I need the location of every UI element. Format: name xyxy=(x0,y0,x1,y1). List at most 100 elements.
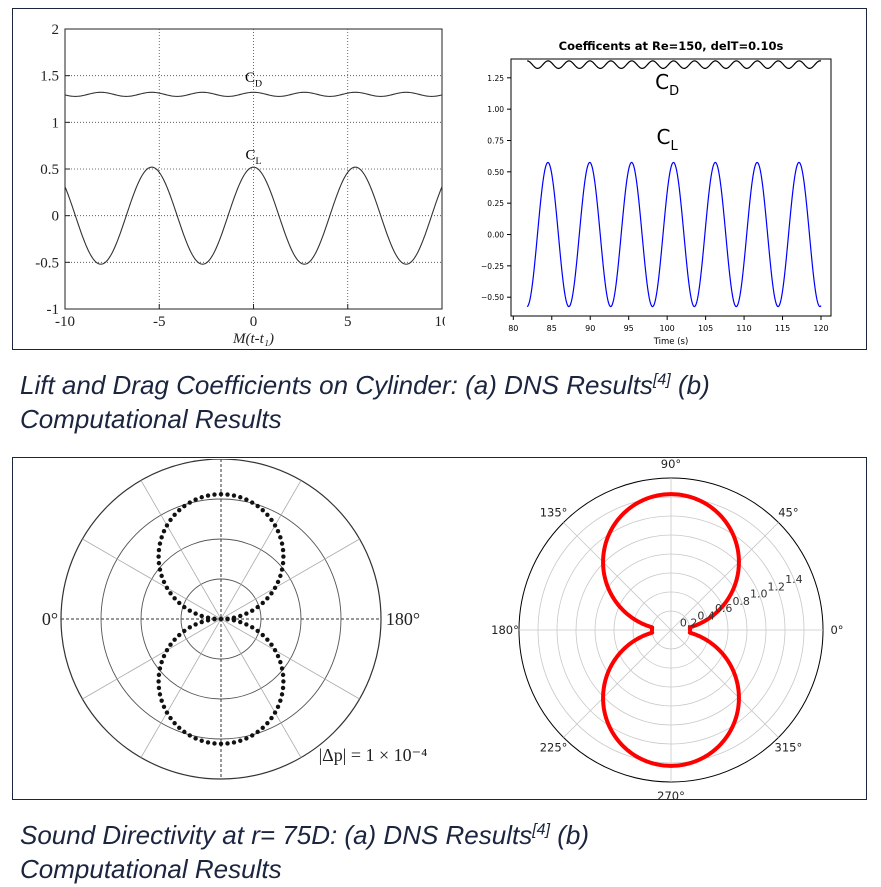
data-point xyxy=(265,512,270,518)
data-point xyxy=(218,492,224,497)
dns-directivity-chart: 0° 180° |Δp| = 1 × 10⁻⁴ xyxy=(42,459,428,780)
y-tick-label: -1 xyxy=(47,302,60,318)
data-point xyxy=(275,529,281,534)
y-tick-label: 2 xyxy=(52,22,60,38)
data-point xyxy=(278,573,283,579)
x-tick-label: 110 xyxy=(736,324,751,333)
caption-forces-ref[interactable]: [4] xyxy=(652,371,671,389)
data-point xyxy=(279,541,285,546)
data-point xyxy=(205,740,211,745)
data-point xyxy=(177,725,182,730)
data-point xyxy=(172,596,177,601)
annotation-cl: CL xyxy=(657,125,679,154)
y-tick-label: 1.5 xyxy=(40,69,59,85)
computed-force-chart: Coefficents at Re=150, delT=0.10s 80 85 90 9… xyxy=(481,39,832,347)
data-point xyxy=(231,493,237,498)
data-point xyxy=(275,704,281,709)
data-point xyxy=(156,672,162,678)
data-point xyxy=(156,554,161,559)
y-tick-label: 0.75 xyxy=(487,136,504,145)
data-point xyxy=(157,666,163,671)
annotation-cd: CD xyxy=(245,70,262,90)
data-point xyxy=(205,493,211,498)
annotation-cl: CL xyxy=(246,148,262,168)
data-point xyxy=(199,613,204,619)
data-point xyxy=(164,710,170,715)
data-point xyxy=(172,637,177,642)
data-point xyxy=(172,512,177,518)
plot-area xyxy=(510,58,832,317)
data-point xyxy=(218,741,224,746)
data-point xyxy=(272,523,278,528)
data-point xyxy=(278,698,283,703)
data-point xyxy=(260,725,265,730)
data-point xyxy=(161,653,167,659)
data-point xyxy=(205,618,211,623)
radial-tick-label: 1.4 xyxy=(785,573,803,586)
data-point xyxy=(159,535,164,540)
y-tick-label: 0 xyxy=(52,209,60,225)
data-point xyxy=(231,740,237,745)
y-tick-label: 0.00 xyxy=(487,231,504,240)
angle-label-0: 0° xyxy=(42,609,58,629)
x-tick-label: 120 xyxy=(813,324,828,333)
y-tick-label: 0.5 xyxy=(40,162,59,178)
caption-directivity-line2: Computational Results xyxy=(20,854,282,884)
angle-label-225: 225° xyxy=(540,740,568,754)
figure-panel-forces: -10 -5 0 5 10 -1 -0.5 0 0.5 1 1.5 2 CD CL M(t-t₁) Coef… xyxy=(12,8,867,350)
data-point xyxy=(278,535,283,540)
series-line-cd xyxy=(64,91,443,97)
radial-tick-label: 1.0 xyxy=(750,588,768,601)
x-tick-label: -10 xyxy=(55,314,75,330)
data-point xyxy=(218,616,224,622)
y-tick-label: 0.50 xyxy=(487,168,504,177)
y-tick-label: −0.50 xyxy=(481,293,504,302)
data-point xyxy=(238,619,243,625)
series-line-cd xyxy=(527,60,822,70)
data-point xyxy=(212,741,217,746)
data-point xyxy=(161,579,167,585)
data-point xyxy=(265,596,270,601)
data-point xyxy=(279,666,285,671)
amplitude-annotation: |Δp| = 1 × 10⁻⁴ xyxy=(319,745,428,765)
polar-spoke xyxy=(563,522,672,631)
caption-directivity-ref[interactable]: [4] xyxy=(532,821,551,839)
data-point xyxy=(161,704,167,709)
data-point xyxy=(168,591,173,596)
angle-label-45: 45° xyxy=(778,506,798,520)
data-point xyxy=(238,495,243,500)
data-point xyxy=(231,618,237,623)
data-point xyxy=(164,585,170,590)
data-point xyxy=(193,736,198,741)
figure-panel-directivity: 0° 180° |Δp| = 1 × 10⁻⁴ 0.2 0.4 0.6 0.8 1.0 1.2… xyxy=(12,457,867,800)
radial-tick-label: 0.4 xyxy=(697,610,715,623)
data-point xyxy=(272,585,278,590)
data-point xyxy=(255,628,260,634)
data-point xyxy=(199,495,204,500)
chart-title: Coefficents at Re=150, delT=0.10s xyxy=(559,39,784,53)
angle-label-135: 135° xyxy=(540,506,568,520)
data-point xyxy=(269,591,274,596)
data-point xyxy=(265,637,270,642)
data-point xyxy=(238,613,243,619)
x-tick-label: 0 xyxy=(250,314,258,330)
data-point xyxy=(168,642,173,647)
data-point xyxy=(172,720,177,726)
data-point xyxy=(255,604,260,610)
caption-forces-suffix: (b) xyxy=(670,370,710,400)
data-point xyxy=(244,611,249,616)
data-point xyxy=(157,567,163,572)
data-point xyxy=(159,573,164,579)
radial-tick-label: 0.6 xyxy=(715,602,733,615)
data-point xyxy=(193,497,198,502)
data-point xyxy=(164,523,170,528)
data-point xyxy=(159,659,164,665)
y-tick-label: -0.5 xyxy=(35,255,59,271)
data-point xyxy=(164,648,170,653)
data-point xyxy=(260,600,265,606)
angle-label-0: 0° xyxy=(830,623,843,637)
caption-directivity-text: Sound Directivity at r= 75D: (a) DNS Res… xyxy=(20,820,533,850)
x-tick-label: 80 xyxy=(508,324,518,333)
data-point xyxy=(225,617,230,622)
x-axis-label: M(t-t₁) xyxy=(232,331,274,347)
